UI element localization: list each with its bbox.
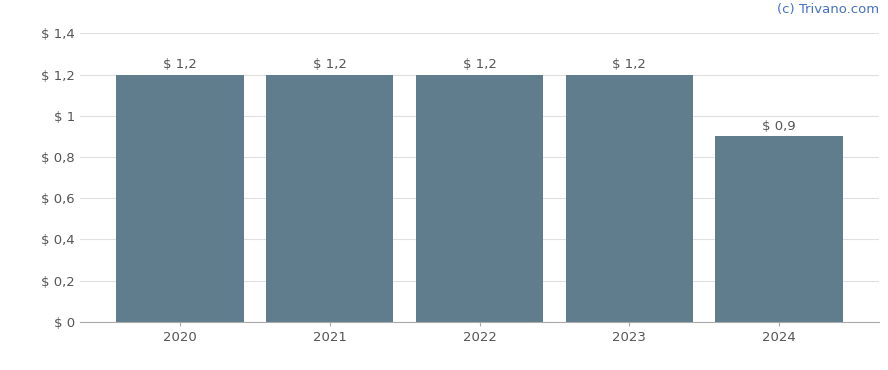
- Bar: [416, 74, 543, 322]
- Text: $ 1,2: $ 1,2: [163, 58, 197, 71]
- Text: $ 0,9: $ 0,9: [762, 120, 796, 133]
- Bar: [116, 74, 243, 322]
- Bar: [266, 74, 393, 322]
- Text: $ 1,2: $ 1,2: [313, 58, 346, 71]
- Text: $ 1,2: $ 1,2: [463, 58, 496, 71]
- Bar: [716, 137, 843, 322]
- Text: (c) Trivano.com: (c) Trivano.com: [777, 3, 879, 16]
- Bar: [566, 74, 693, 322]
- Text: $ 1,2: $ 1,2: [613, 58, 646, 71]
